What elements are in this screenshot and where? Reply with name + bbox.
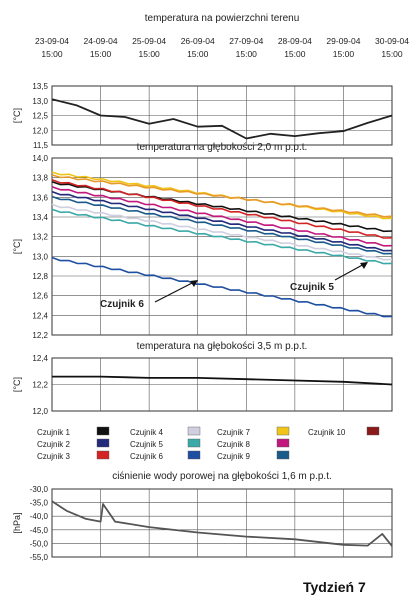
y-tick-label: 11,5 — [33, 141, 49, 150]
legend-swatch — [187, 450, 201, 460]
legend-swatch — [96, 450, 110, 460]
header-date: 26-09-04 — [181, 36, 215, 46]
series-line — [51, 174, 393, 218]
header-date: 29-09-04 — [326, 36, 360, 46]
y-tick-label: 12,6 — [32, 292, 48, 301]
header-date: 27-09-04 — [229, 36, 263, 46]
y-tick-label: -45,0 — [30, 526, 49, 535]
header-date: 30-09-04 — [375, 36, 409, 46]
header-time: 15:00 — [381, 49, 403, 59]
legend-label: Czujnik 6 — [130, 452, 163, 461]
series-line — [51, 98, 393, 140]
y-tick-label: -40,0 — [30, 512, 49, 521]
annotation-label: Czujnik 5 — [290, 282, 334, 293]
plot-frame — [51, 488, 393, 558]
y-tick-label: 13,2 — [32, 233, 48, 242]
header-date: 28-09-04 — [278, 36, 312, 46]
panel-title: temperatura na głębokości 3,5 m p.p.t. — [137, 341, 308, 352]
header-time: 15:00 — [139, 49, 161, 59]
y-axis-label: [°C] — [12, 108, 22, 123]
series-line — [51, 500, 393, 547]
legend-label: Czujnik 2 — [37, 440, 70, 449]
series-line — [52, 375, 393, 386]
header-time: 15:00 — [236, 49, 258, 59]
series-line — [51, 190, 393, 252]
series-line — [51, 203, 393, 261]
header-time: 15:00 — [284, 49, 306, 59]
legend-swatch — [276, 450, 290, 460]
legend-swatch — [187, 438, 201, 448]
y-tick-label: 13,4 — [32, 213, 48, 222]
y-tick-label: 13,6 — [32, 193, 48, 202]
header-time: 15:00 — [187, 49, 209, 59]
legend-label: Czujnik 1 — [37, 428, 70, 437]
panel-title: temperatura na powierzchni terenu — [145, 13, 300, 24]
legend-label: Czujnik 5 — [130, 440, 163, 449]
y-tick-label: -50,0 — [30, 539, 49, 548]
series-line — [51, 179, 393, 239]
legend-swatch — [366, 426, 380, 436]
series-line — [51, 208, 393, 265]
header-date: 24-09-04 — [84, 36, 118, 46]
y-tick-label: -35,0 — [30, 499, 49, 508]
legend-label: Czujnik 9 — [217, 452, 250, 461]
header-time: 15:00 — [333, 49, 355, 59]
y-tick-label: 13,0 — [32, 252, 48, 261]
header-date: 25-09-04 — [132, 36, 166, 46]
annotation-arrowhead — [190, 280, 198, 287]
panel-title: temperatura na głębokości 2,0 m p.p.t. — [137, 142, 308, 153]
header-time: 15:00 — [41, 49, 63, 59]
series-line — [51, 185, 393, 247]
y-tick-label: -55,0 — [30, 553, 49, 562]
y-tick-label: 12,4 — [32, 354, 48, 363]
y-tick-label: 12,5 — [32, 112, 48, 121]
y-axis-label: [°C] — [12, 377, 22, 392]
y-tick-label: 12,2 — [32, 331, 48, 340]
legend-label: Czujnik 3 — [37, 452, 70, 461]
y-tick-label: 13,5 — [32, 82, 48, 91]
legend-swatch — [276, 426, 290, 436]
plot-frame — [51, 157, 393, 336]
legend-swatch — [96, 438, 110, 448]
y-tick-label: 13,0 — [32, 97, 48, 106]
y-tick-label: 12,0 — [32, 407, 48, 416]
legend-label: Czujnik 10 — [308, 428, 346, 437]
y-axis-label: [°C] — [12, 239, 22, 254]
y-tick-label: 13,8 — [32, 174, 48, 183]
y-tick-label: 14,0 — [32, 154, 48, 163]
legend-swatch — [187, 426, 201, 436]
y-tick-label: 12,2 — [32, 381, 48, 390]
series-line — [51, 195, 393, 255]
panel-title: ciśnienie wody porowej na głębokości 1,6… — [112, 471, 332, 482]
legend-swatch — [96, 426, 110, 436]
legend-label: Czujnik 8 — [217, 440, 250, 449]
y-tick-label: 12,4 — [32, 311, 48, 320]
y-tick-label: 12,0 — [32, 126, 48, 135]
week-label: Tydzień 7 — [303, 579, 366, 595]
annotation-arrow — [334, 262, 367, 281]
header-date: 23-09-04 — [35, 36, 69, 46]
series-line — [51, 256, 393, 318]
y-tick-label: 12,8 — [32, 272, 48, 281]
legend-label: Czujnik 7 — [217, 428, 250, 437]
annotation-label: Czujnik 6 — [100, 299, 144, 310]
legend-label: Czujnik 4 — [130, 428, 163, 437]
header-time: 15:00 — [90, 49, 112, 59]
legend-swatch — [276, 438, 290, 448]
annotation-arrowhead — [360, 262, 368, 269]
y-tick-label: -30,0 — [30, 485, 49, 494]
y-axis-label: [hPa] — [12, 512, 22, 533]
annotation-arrow — [154, 280, 197, 303]
